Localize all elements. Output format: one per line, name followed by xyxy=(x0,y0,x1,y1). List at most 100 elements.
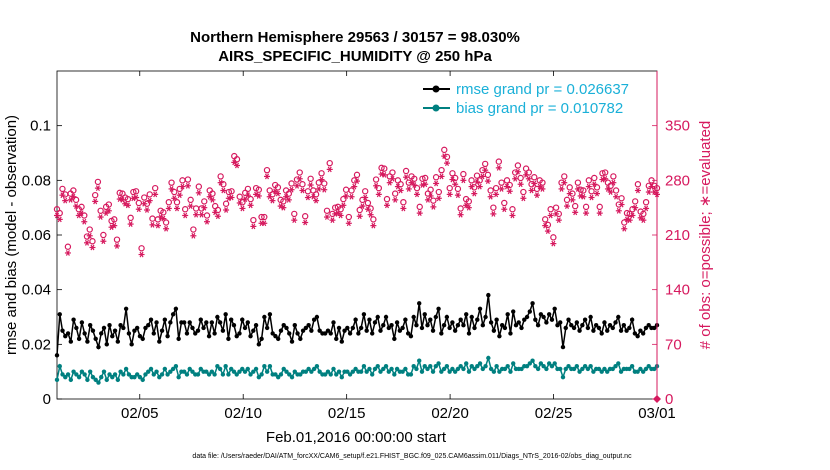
obs-evaluated-marker xyxy=(146,197,153,204)
obs-evaluated-marker xyxy=(416,210,423,217)
bias-point xyxy=(93,377,98,383)
rmse-point xyxy=(591,328,596,333)
rmse-point xyxy=(273,333,278,339)
bias-point xyxy=(99,374,104,380)
obs-possible-marker xyxy=(127,214,134,222)
obs-evaluated-marker xyxy=(405,186,412,192)
rmse-point xyxy=(101,325,107,331)
obs-evaluated-marker xyxy=(465,204,472,211)
obs-possible-marker xyxy=(228,188,235,195)
rmse-point xyxy=(613,320,618,325)
obs-possible-marker xyxy=(280,198,287,205)
obs-possible-marker xyxy=(378,164,385,172)
obs-possible-marker xyxy=(468,177,475,184)
legend-bias-label: bias grand pr = 0.010782 xyxy=(456,100,623,117)
obs-evaluated-marker xyxy=(479,173,486,180)
obs-possible-marker xyxy=(416,203,423,211)
bias-point xyxy=(392,372,397,377)
bias-point xyxy=(159,372,165,377)
obs-evaluated-marker xyxy=(228,194,235,201)
bias-point xyxy=(652,366,657,372)
obs-evaluated-marker xyxy=(626,217,633,224)
bias-point xyxy=(497,369,502,374)
rmse-point xyxy=(226,336,231,342)
bias-point xyxy=(455,366,461,372)
bias-point xyxy=(538,361,544,366)
bias-point xyxy=(134,372,140,377)
rmse-point xyxy=(68,339,74,344)
rmse-point xyxy=(245,320,250,325)
obs-evaluated-marker xyxy=(345,220,352,227)
obs-possible-marker xyxy=(124,195,132,203)
obs-possible-marker xyxy=(86,226,93,233)
bias-point xyxy=(273,372,278,377)
x-tick-label: 02/25 xyxy=(535,405,573,422)
bias-point xyxy=(154,369,159,374)
rmse-point xyxy=(392,336,397,342)
chart-title-line-2: AIRS_SPECIFIC_HUMIDITY @ 250 hPa xyxy=(218,48,492,65)
obs-possible-marker xyxy=(582,203,590,211)
rmse-point xyxy=(287,331,292,336)
obs-evaluated-marker xyxy=(135,206,142,213)
obs-possible-marker xyxy=(629,206,636,213)
rmse-point xyxy=(544,320,549,325)
obs-evaluated-marker xyxy=(414,191,420,198)
rmse-point xyxy=(624,328,629,333)
obs-possible-marker xyxy=(261,213,268,221)
obs-evaluated-marker xyxy=(517,181,524,188)
legend: rmse grand pr = 0.026637 bias grand pr =… xyxy=(418,78,654,118)
rmse-point xyxy=(372,320,378,325)
obs-evaluated-marker xyxy=(618,201,625,208)
bias-point xyxy=(287,372,292,377)
obs-evaluated-marker xyxy=(124,202,131,209)
obs-possible-marker xyxy=(274,184,282,191)
bias-point xyxy=(206,372,212,377)
obs-evaluated-marker xyxy=(274,190,281,197)
bias-point xyxy=(54,377,60,383)
bias-point xyxy=(613,364,618,369)
obs-possible-marker xyxy=(203,212,211,219)
rmse-point xyxy=(458,317,463,322)
rmse-point xyxy=(502,325,508,331)
rmse-point xyxy=(508,331,513,336)
bias-point xyxy=(328,372,333,377)
rmse-point xyxy=(494,317,499,322)
obs-possible-marker xyxy=(555,210,563,218)
rmse-point xyxy=(303,325,309,331)
obs-possible-marker xyxy=(550,234,557,241)
obs-possible-marker xyxy=(383,195,391,203)
rmse-point xyxy=(530,301,535,306)
rmse-point xyxy=(447,325,452,331)
bias-point xyxy=(146,369,151,374)
rmse-point xyxy=(516,320,521,325)
rmse-point xyxy=(76,336,82,342)
rmse-point xyxy=(469,314,474,320)
bias-point xyxy=(79,369,85,374)
rmse-point xyxy=(422,312,427,317)
bias-point xyxy=(546,361,552,366)
bias-point xyxy=(212,372,217,377)
bias-point xyxy=(110,374,115,380)
obs-possible-marker xyxy=(487,187,494,194)
rmse-point xyxy=(295,331,300,336)
obs-evaluated-marker xyxy=(384,202,390,209)
bias-point xyxy=(311,366,317,372)
obs-possible-marker xyxy=(356,206,363,214)
obs-possible-marker xyxy=(413,184,421,192)
obs-evaluated-marker xyxy=(64,250,71,256)
rmse-point xyxy=(381,323,386,328)
bias-point xyxy=(303,369,309,374)
obs-evaluated-marker xyxy=(613,193,620,200)
obs-possible-marker xyxy=(591,174,598,182)
rmse-point xyxy=(486,292,491,298)
obs-evaluated-marker xyxy=(471,190,478,197)
bias-point xyxy=(629,364,635,369)
obs-possible-marker xyxy=(345,213,353,221)
rmse-point xyxy=(535,323,541,328)
bias-point xyxy=(386,369,391,374)
rmse-point xyxy=(546,312,552,317)
bias-point xyxy=(441,366,447,372)
bias-point xyxy=(71,369,76,374)
obs-possible-marker xyxy=(375,184,383,192)
obs-possible-marker xyxy=(348,187,355,194)
